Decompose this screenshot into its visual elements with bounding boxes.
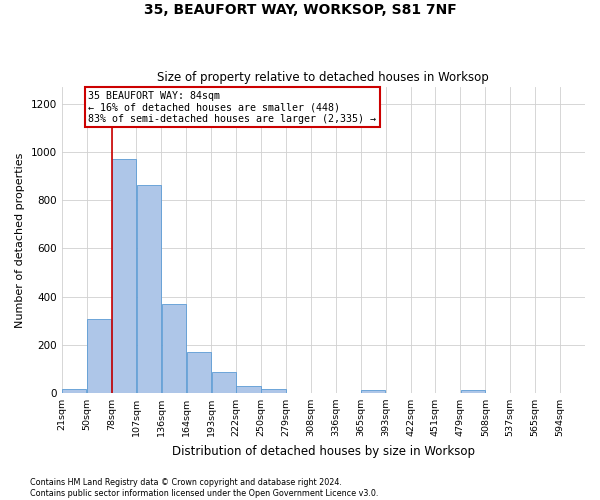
Bar [461, 390, 485, 393]
Bar [262, 389, 286, 393]
Bar [212, 372, 236, 393]
Text: 35, BEAUFORT WAY, WORKSOP, S81 7NF: 35, BEAUFORT WAY, WORKSOP, S81 7NF [143, 2, 457, 16]
Text: 35 BEAUFORT WAY: 84sqm
← 16% of detached houses are smaller (448)
83% of semi-de: 35 BEAUFORT WAY: 84sqm ← 16% of detached… [88, 90, 376, 124]
Bar [137, 184, 161, 393]
Bar [112, 160, 136, 393]
Bar [361, 390, 385, 393]
Y-axis label: Number of detached properties: Number of detached properties [15, 152, 25, 328]
Title: Size of property relative to detached houses in Worksop: Size of property relative to detached ho… [157, 72, 489, 85]
Bar [62, 389, 86, 393]
Bar [87, 320, 111, 393]
Bar [162, 304, 186, 393]
Bar [236, 386, 260, 393]
X-axis label: Distribution of detached houses by size in Worksop: Distribution of detached houses by size … [172, 444, 475, 458]
Text: Contains HM Land Registry data © Crown copyright and database right 2024.
Contai: Contains HM Land Registry data © Crown c… [30, 478, 379, 498]
Bar [187, 352, 211, 393]
